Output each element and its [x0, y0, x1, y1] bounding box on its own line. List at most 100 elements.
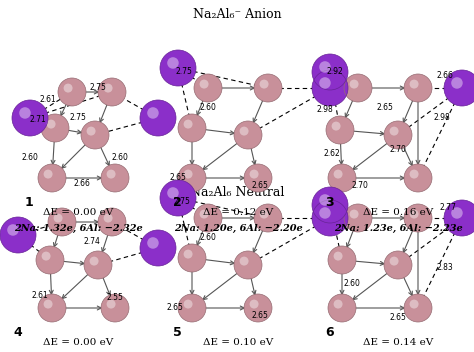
Circle shape: [319, 61, 331, 73]
Circle shape: [404, 294, 432, 322]
Circle shape: [234, 251, 262, 279]
Circle shape: [200, 80, 209, 89]
Circle shape: [410, 170, 419, 178]
Text: 2.65: 2.65: [390, 314, 406, 322]
Circle shape: [404, 204, 432, 232]
Text: 2.60: 2.60: [111, 153, 128, 163]
Circle shape: [384, 121, 412, 149]
Circle shape: [326, 116, 354, 144]
Text: 2.71: 2.71: [29, 115, 46, 125]
Text: 2.66: 2.66: [437, 70, 454, 80]
Text: 2Na: 1.32e, 6Al: −2.32e: 2Na: 1.32e, 6Al: −2.32e: [14, 224, 142, 233]
Circle shape: [147, 237, 159, 249]
Circle shape: [183, 120, 192, 128]
Text: ΔE = 0.00 eV: ΔE = 0.00 eV: [43, 208, 113, 217]
Circle shape: [200, 209, 209, 219]
Circle shape: [410, 300, 419, 309]
Circle shape: [312, 54, 348, 90]
Text: 2: 2: [173, 196, 182, 209]
Circle shape: [312, 187, 348, 223]
Circle shape: [244, 164, 272, 192]
Circle shape: [312, 70, 348, 106]
Circle shape: [260, 209, 269, 219]
Circle shape: [334, 300, 343, 309]
Circle shape: [334, 170, 343, 178]
Text: 4: 4: [13, 326, 22, 339]
Circle shape: [104, 83, 112, 93]
Text: 2.65: 2.65: [252, 181, 268, 189]
Circle shape: [332, 121, 340, 131]
Circle shape: [36, 246, 64, 274]
Circle shape: [384, 251, 412, 279]
Circle shape: [64, 83, 73, 93]
Circle shape: [234, 121, 262, 149]
Circle shape: [350, 80, 358, 89]
Circle shape: [444, 70, 474, 106]
Text: 2.66: 2.66: [73, 178, 91, 188]
Circle shape: [54, 214, 63, 222]
Circle shape: [319, 207, 331, 219]
Circle shape: [344, 74, 372, 102]
Text: ΔE = 0.12 eV: ΔE = 0.12 eV: [203, 208, 273, 217]
Circle shape: [451, 77, 463, 89]
Text: 2.61: 2.61: [40, 95, 56, 105]
Circle shape: [101, 294, 129, 322]
Circle shape: [344, 204, 372, 232]
Text: Na₂Al₆ Neutral: Na₂Al₆ Neutral: [190, 186, 284, 199]
Circle shape: [81, 121, 109, 149]
Text: 2.65: 2.65: [376, 103, 393, 113]
Circle shape: [260, 80, 269, 89]
Text: 2.92: 2.92: [327, 68, 343, 76]
Circle shape: [390, 127, 399, 136]
Circle shape: [107, 170, 116, 178]
Text: 6: 6: [325, 326, 334, 339]
Circle shape: [194, 74, 222, 102]
Text: 2.65: 2.65: [252, 310, 268, 320]
Text: 2.83: 2.83: [437, 264, 453, 272]
Text: 2.60: 2.60: [21, 153, 38, 163]
Text: ΔE = 0.16 eV: ΔE = 0.16 eV: [363, 208, 433, 217]
Circle shape: [167, 187, 179, 199]
Circle shape: [104, 214, 112, 222]
Circle shape: [87, 127, 96, 136]
Circle shape: [98, 208, 126, 236]
Circle shape: [350, 209, 358, 219]
Circle shape: [84, 251, 112, 279]
Text: 2.98: 2.98: [434, 113, 450, 122]
Circle shape: [178, 164, 206, 192]
Circle shape: [328, 294, 356, 322]
Circle shape: [147, 107, 159, 119]
Text: 2.75: 2.75: [70, 113, 86, 122]
Text: 2Na: 1.23e, 6Al: −2.23e: 2Na: 1.23e, 6Al: −2.23e: [334, 224, 462, 233]
Circle shape: [194, 204, 222, 232]
Circle shape: [404, 164, 432, 192]
Circle shape: [410, 80, 419, 89]
Text: 2.60: 2.60: [344, 278, 360, 288]
Circle shape: [451, 207, 463, 219]
Circle shape: [254, 74, 282, 102]
Text: 2.74: 2.74: [83, 238, 100, 246]
Circle shape: [140, 230, 176, 266]
Circle shape: [239, 257, 248, 265]
Text: 2.70: 2.70: [352, 181, 368, 189]
Text: 5: 5: [173, 326, 182, 339]
Circle shape: [46, 120, 55, 128]
Circle shape: [44, 170, 53, 178]
Circle shape: [140, 100, 176, 136]
Circle shape: [319, 194, 331, 206]
Circle shape: [167, 57, 179, 69]
Circle shape: [178, 114, 206, 142]
Circle shape: [42, 252, 51, 260]
Circle shape: [178, 294, 206, 322]
Text: 2.61: 2.61: [32, 290, 48, 300]
Circle shape: [178, 244, 206, 272]
Circle shape: [404, 74, 432, 102]
Text: ΔE = 0.00 eV: ΔE = 0.00 eV: [43, 338, 113, 347]
Text: 2.75: 2.75: [173, 197, 191, 207]
Text: 2.77: 2.77: [439, 203, 456, 213]
Circle shape: [183, 170, 192, 178]
Circle shape: [90, 257, 99, 265]
Circle shape: [38, 164, 66, 192]
Circle shape: [101, 164, 129, 192]
Text: 2.98: 2.98: [317, 106, 333, 114]
